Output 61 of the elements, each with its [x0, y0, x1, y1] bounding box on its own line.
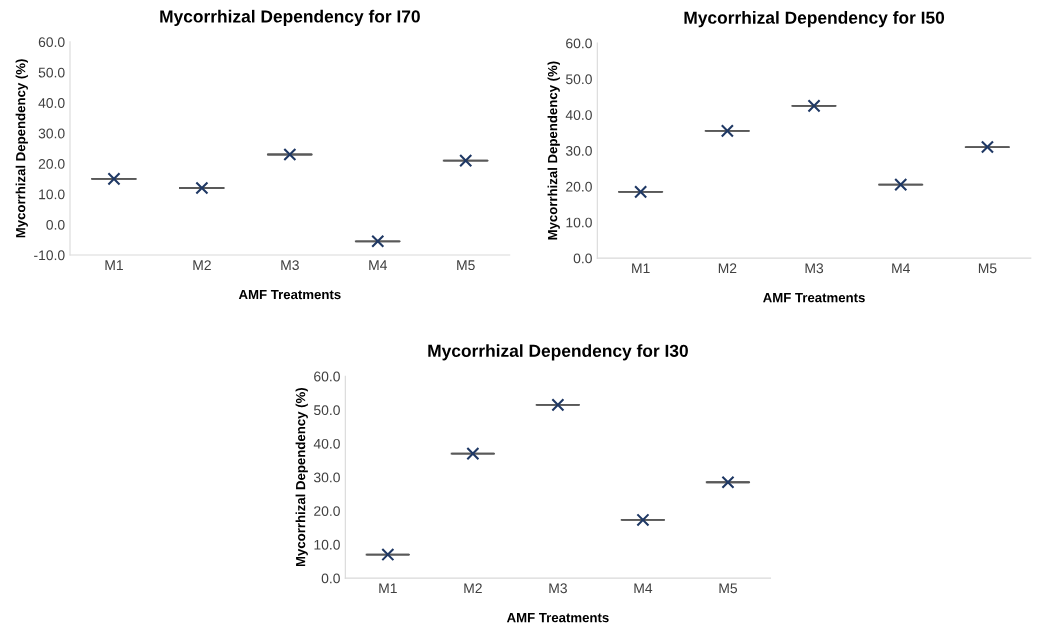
x-tick-label: M4 [634, 583, 653, 594]
x-tick-label: M5 [457, 260, 475, 271]
y-tick-label: 50.0 [313, 405, 340, 416]
y-tick-label: 0.0 [46, 219, 65, 230]
y-tick-label: 20.0 [566, 181, 592, 192]
x-tick-label: M2 [718, 263, 737, 274]
x-tick-label: M4 [369, 260, 388, 270]
x-tick-label: M2 [193, 260, 211, 270]
x-axis-title: AMF Treatments [238, 289, 341, 300]
y-tick-label: 0.0 [573, 253, 592, 264]
y-tick-label: 50.0 [38, 67, 65, 78]
point [807, 99, 821, 113]
x-tick-label: M3 [549, 583, 567, 594]
y-tick-label: 30.0 [313, 472, 340, 483]
point [721, 475, 735, 489]
point [283, 147, 297, 162]
chart-title: Mycorrhizal Dependency for I50 [684, 11, 945, 28]
point [636, 513, 650, 527]
point [720, 124, 734, 138]
y-tick-label: 10.0 [314, 539, 340, 550]
x-tick-label: M1 [632, 263, 650, 274]
point [980, 140, 995, 154]
point [894, 178, 908, 192]
y-tick-label: 30.0 [38, 128, 65, 139]
y-tick-label: 10.0 [39, 189, 65, 200]
y-tick-label: 30.0 [565, 145, 592, 156]
x-tick-label: M3 [805, 263, 824, 274]
x-tick-label: M3 [281, 260, 299, 271]
x-axis-title: AMF Treatments [763, 293, 865, 303]
x-tick-label: M2 [464, 583, 482, 594]
x-tick-label: M1 [379, 583, 397, 594]
point [634, 185, 648, 199]
point [466, 447, 480, 461]
chart-title: Mycorrhizal Dependency for I70 [160, 9, 420, 27]
point [195, 181, 209, 195]
x-axis-title: AMF Treatments [506, 613, 609, 623]
x-tick-label: M4 [892, 263, 910, 274]
y-tick-label: 50.0 [565, 74, 592, 85]
x-tick-label: M1 [105, 260, 123, 270]
y-axis-title: Mycorrhizal Dependency (%) [295, 388, 308, 567]
point [381, 547, 395, 562]
y-tick-label: 20.0 [314, 506, 340, 516]
point [371, 234, 385, 248]
x-tick-label: M5 [719, 583, 738, 594]
point [107, 172, 121, 186]
y-tick-label: 0.0 [321, 573, 340, 584]
y-tick-label: 60.0 [314, 371, 340, 382]
y-tick-label: 40.0 [565, 110, 592, 120]
x-tick-label: M5 [978, 263, 997, 274]
y-tick-label: 40.0 [38, 98, 65, 108]
y-axis-title: Mycorrhizal Dependency (%) [547, 61, 560, 240]
y-tick-label: 40.0 [313, 438, 340, 449]
point [459, 154, 473, 168]
y-tick-label: -10.0 [34, 250, 65, 261]
y-tick-label: 10.0 [566, 217, 592, 228]
y-tick-label: 60.0 [566, 38, 592, 49]
y-tick-label: 20.0 [38, 158, 65, 169]
y-axis-title: Mycorrhizal Dependency (%) [15, 59, 28, 238]
point [551, 398, 565, 412]
y-tick-label: 60.0 [38, 37, 65, 48]
chart-title: Mycorrhizal Dependency for I30 [428, 344, 688, 361]
